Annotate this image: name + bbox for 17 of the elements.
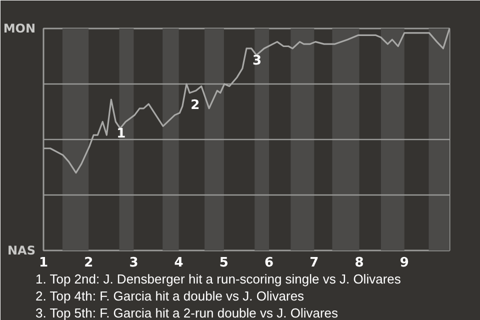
- annotation: 2: [190, 98, 200, 113]
- annotation: 3: [252, 53, 262, 68]
- annotation: 1: [116, 126, 126, 142]
- x-tick-label: 2: [84, 256, 94, 270]
- x-tick-label: 5: [219, 256, 228, 270]
- x-tick-label: 3: [129, 256, 138, 270]
- x-tick-label: 8: [354, 256, 364, 270]
- text: 3. Top 5th: F. Garcia hit a 2-run double vs J. Olivares: [36, 306, 339, 320]
- text: NAS: [8, 244, 36, 258]
- x-tick-label: 1: [38, 256, 48, 270]
- x-tick-label: 7: [310, 256, 319, 270]
- x-tick-label: 4: [174, 256, 184, 270]
- x-tick-label: 9: [400, 256, 409, 270]
- text: 2. Top 4th: F. Garcia hit a double vs J. Olivares: [36, 288, 305, 304]
- x-tick-label: 6: [264, 256, 274, 270]
- text: MON: [3, 22, 36, 36]
- text: 1. Top 2nd: J. Densberger hit a run-scoring single vs J. Olivares: [36, 272, 402, 286]
